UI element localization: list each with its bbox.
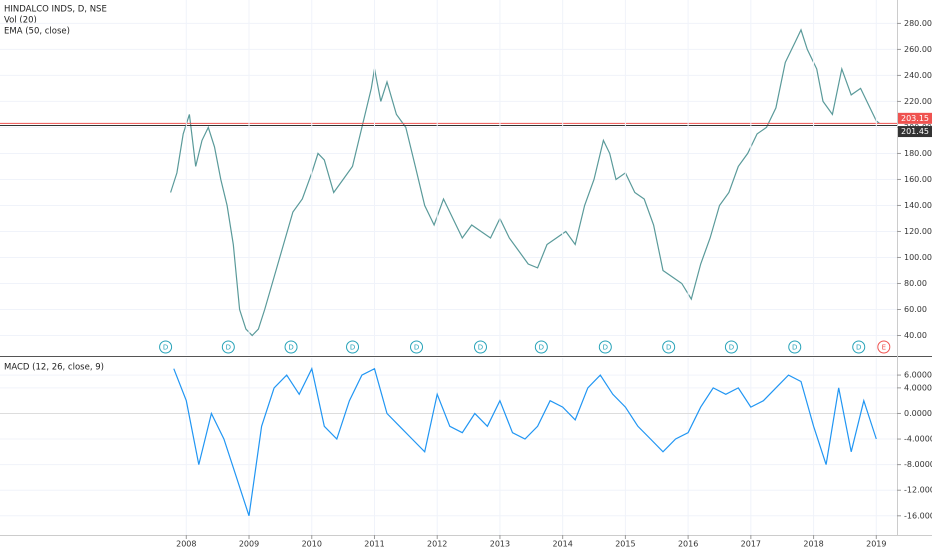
price-label-bg xyxy=(898,126,932,138)
event-label: D xyxy=(792,344,797,352)
x-tick-label: 2013 xyxy=(490,540,510,549)
x-tick-label: 2017 xyxy=(741,540,761,549)
event-marker xyxy=(284,340,298,354)
price-label-bg xyxy=(898,112,932,124)
y-tick-label: 160.00 xyxy=(904,175,932,184)
series-line xyxy=(170,28,880,337)
event-label: D xyxy=(856,344,861,352)
indicator-legend: Vol (20) xyxy=(4,16,37,26)
event-label: D xyxy=(226,344,231,352)
x-tick-label: 2008 xyxy=(176,540,196,549)
y-tick-label: 40.00 xyxy=(904,331,927,340)
event-marker xyxy=(346,340,360,354)
event-marker xyxy=(877,340,891,354)
symbol-legend: HINDALCO INDS, D, NSE xyxy=(4,5,107,15)
event-marker xyxy=(221,340,235,354)
event-label: D xyxy=(414,344,419,352)
x-tick-label: 2009 xyxy=(239,540,259,549)
x-tick-label: 2010 xyxy=(302,540,322,549)
y-tick-label: 220.00 xyxy=(904,97,932,106)
x-tick-label: 2018 xyxy=(803,540,823,549)
event-marker xyxy=(852,340,866,354)
x-tick-label: 2012 xyxy=(427,540,447,549)
event-marker xyxy=(724,340,738,354)
event-label: D xyxy=(163,344,168,352)
event-marker xyxy=(662,340,676,354)
y-tick-label: 80.00 xyxy=(904,279,927,288)
event-label: D xyxy=(350,344,355,352)
y-tick-label: 60.00 xyxy=(904,305,927,314)
event-marker xyxy=(410,340,424,354)
x-tick-label: 2019 xyxy=(866,540,886,549)
y-tick-label: 140.00 xyxy=(904,201,932,210)
y-tick-label: 120.00 xyxy=(904,227,932,236)
series-line xyxy=(173,366,877,516)
event-label: D xyxy=(539,344,544,352)
event-label: D xyxy=(666,344,671,352)
y-tick-label: -8.0000 xyxy=(904,460,932,469)
y-tick-label: 100.00 xyxy=(904,253,932,262)
event-marker xyxy=(788,340,802,354)
event-marker xyxy=(534,340,548,354)
y-tick-label: 0.0000 xyxy=(904,409,932,418)
y-tick-label: 180.00 xyxy=(904,149,932,158)
price-label: 203.15 xyxy=(901,114,929,123)
price-label: 201.45 xyxy=(901,127,929,136)
y-tick-label: 260.00 xyxy=(904,45,932,54)
y-tick-label: 4.0000 xyxy=(904,383,932,392)
y-tick-label: -4.0000 xyxy=(904,435,932,444)
event-label: D xyxy=(288,344,293,352)
x-tick-label: 2011 xyxy=(364,540,384,549)
event-label: D xyxy=(478,344,483,352)
y-tick-label: -12.0000 xyxy=(904,486,932,495)
x-tick-label: 2014 xyxy=(552,540,572,549)
indicator-legend: EMA (50, close) xyxy=(4,27,70,37)
macd-legend: MACD (12, 26, close, 9) xyxy=(4,363,104,373)
x-tick-label: 2015 xyxy=(615,540,635,549)
y-tick-label: 6.0000 xyxy=(904,371,932,380)
event-label: E xyxy=(882,344,886,352)
event-label: D xyxy=(729,344,734,352)
y-tick-label: -16.0000 xyxy=(904,511,932,520)
event-marker xyxy=(473,340,487,354)
event-marker xyxy=(598,340,612,354)
event-marker xyxy=(159,340,173,354)
y-tick-label: 240.00 xyxy=(904,71,932,80)
y-tick-label: 280.00 xyxy=(904,19,932,28)
event-label: D xyxy=(603,344,608,352)
x-tick-label: 2016 xyxy=(678,540,698,549)
